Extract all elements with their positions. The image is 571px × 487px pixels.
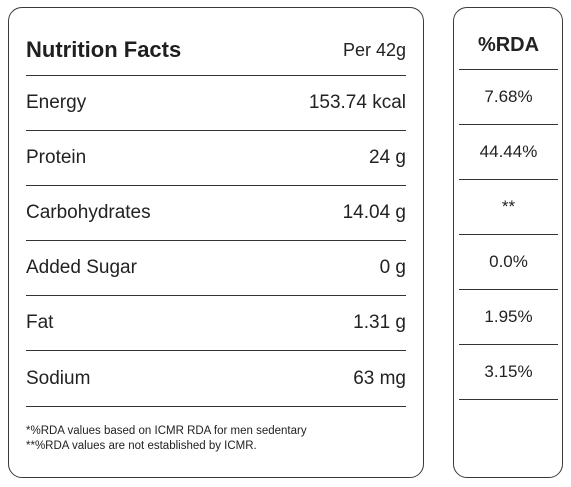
nutrient-value: 63 mg — [353, 367, 406, 389]
rda-value-fat: 1.95% — [459, 290, 558, 345]
nutrition-facts-panel: Nutrition Facts Per 42g Energy 153.74 kc… — [8, 7, 424, 478]
rda-value-added-sugar: 0.0% — [459, 235, 558, 290]
nutrient-label: Protein — [26, 147, 87, 168]
nutrient-value: 153.74 kcal — [308, 92, 406, 113]
nutrient-value: 0 g — [379, 257, 406, 278]
nutrient-row-added-sugar: Added Sugar 0 g — [26, 241, 406, 296]
facts-title: Nutrition Facts — [26, 37, 182, 62]
serving-size: Per 42g — [342, 39, 406, 60]
footnotes: *%RDA values based on ICMR RDA for men s… — [26, 424, 307, 454]
footnote-rda-not-established: **%RDA values are not established by ICM… — [26, 440, 257, 452]
rda-value-protein: 44.44% — [459, 125, 558, 180]
nutrient-value: 1.31 g — [353, 312, 406, 333]
nutrient-value: 24 g — [369, 147, 406, 168]
nutrient-label: Sodium — [26, 367, 91, 389]
footnote-rda-basis: *%RDA values based on ICMR RDA for men s… — [26, 425, 307, 437]
nutrient-label: Fat — [26, 312, 54, 333]
rda-panel: %RDA 7.68% 44.44% ** 0.0% 1.95% 3.15% — [453, 7, 563, 478]
nutrient-label: Carbohydrates — [26, 202, 151, 223]
rda-header: %RDA — [459, 22, 558, 70]
rda-value-sodium: 3.15% — [459, 345, 558, 400]
nutrient-label: Energy — [26, 92, 87, 113]
nutrient-row-protein: Protein 24 g — [26, 131, 406, 186]
rda-value-carbohydrates: ** — [459, 180, 558, 235]
nutrient-value: 14.04 g — [342, 202, 406, 223]
nutrient-row-carbohydrates: Carbohydrates 14.04 g — [26, 186, 406, 241]
nutrient-row-sodium: Sodium 63 mg — [26, 351, 406, 407]
facts-header: Nutrition Facts Per 42g — [26, 25, 406, 76]
nutrient-label: Added Sugar — [26, 257, 137, 278]
nutrient-row-fat: Fat 1.31 g — [26, 296, 406, 351]
nutrient-row-energy: Energy 153.74 kcal — [26, 76, 406, 131]
rda-value-energy: 7.68% — [459, 70, 558, 125]
